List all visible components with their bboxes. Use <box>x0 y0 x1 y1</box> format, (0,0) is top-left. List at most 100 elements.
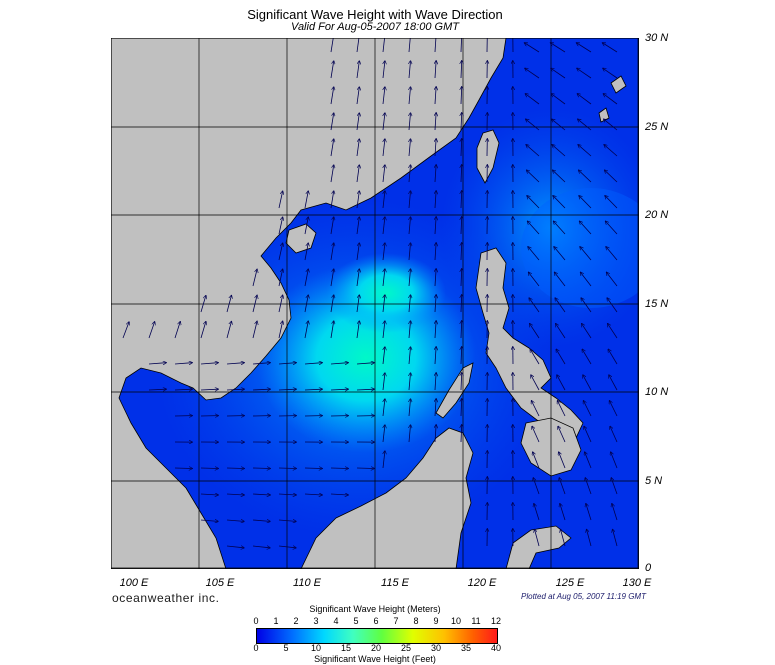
wave-arrow <box>605 170 618 183</box>
legend-tick-m-3: 3 <box>313 616 319 626</box>
wave-arrow <box>583 375 592 391</box>
wave-arrow <box>532 427 540 443</box>
wave-arrow <box>383 451 385 469</box>
wave-arrow <box>330 468 348 469</box>
high-wave-zone-north <box>326 253 446 333</box>
wave-arrow <box>356 139 359 157</box>
wave-arrow <box>532 401 540 417</box>
wave-arrow <box>577 68 592 79</box>
wave-arrow <box>383 269 385 287</box>
legend-tick-m-10: 10 <box>450 616 461 626</box>
wave-arrow <box>435 38 436 53</box>
wave-arrow <box>603 68 618 79</box>
lon-label-120e: 120 E <box>467 577 497 589</box>
wave-arrow <box>383 399 385 417</box>
wave-arrow <box>356 87 359 105</box>
legend-tick-f-10: 10 <box>310 643 321 653</box>
wave-arrow <box>356 363 374 364</box>
wave-arrow <box>558 427 566 443</box>
wave-arrow <box>200 322 206 339</box>
wave-arrow <box>559 478 566 495</box>
wave-arrow <box>435 61 436 79</box>
wave-arrow <box>304 269 308 287</box>
wave-arrow <box>383 165 385 183</box>
legend-title-feet: Significant Wave Height (Feet) <box>314 654 436 664</box>
legend-tick-m-1: 1 <box>273 616 279 626</box>
wave-arrow <box>252 546 270 548</box>
wave-arrow <box>330 243 334 261</box>
wave-arrow <box>435 87 436 105</box>
wave-arrow <box>435 243 436 261</box>
wave-arrow <box>226 468 244 469</box>
wave-arrow <box>200 468 218 469</box>
wave-arrow <box>530 349 540 365</box>
wave-arrow <box>526 145 540 157</box>
wave-arrow <box>356 243 359 261</box>
wave-arrow <box>148 322 155 339</box>
wave-arrow <box>603 43 618 53</box>
wave-arrow <box>278 546 296 548</box>
wave-arrow <box>278 295 283 313</box>
wave-arrow <box>383 295 385 313</box>
wave-arrow <box>304 321 308 339</box>
wave-arrow <box>608 324 618 339</box>
wave-arrow <box>461 269 462 287</box>
wave-arrow <box>555 298 566 313</box>
wave-arrow <box>610 401 618 417</box>
wave-arrow <box>582 324 592 339</box>
legend-tick-m-11: 11 <box>471 616 481 626</box>
wave-arrow <box>383 38 385 53</box>
legend-tick-m-5: 5 <box>353 616 359 626</box>
taiwan-island <box>476 129 500 184</box>
wave-arrow <box>174 322 180 339</box>
wave-arrow <box>252 270 257 287</box>
wave-arrow <box>527 196 540 209</box>
legend-tick-m-2: 2 <box>293 616 299 626</box>
wave-direction-arrows <box>122 38 618 548</box>
legend-tick-m-6: 6 <box>373 616 379 626</box>
wave-arrow <box>613 530 618 547</box>
lon-label-110e: 110 E <box>293 577 321 589</box>
legend-colorbar <box>256 628 498 644</box>
legend-tick-m-9: 9 <box>433 616 439 626</box>
wave-arrow <box>577 94 592 105</box>
lat-lon-grid <box>111 38 639 569</box>
wave-arrow <box>606 221 618 235</box>
legend-tick-f-20: 20 <box>370 643 381 653</box>
wave-arrow <box>278 389 296 390</box>
wave-arrow <box>585 452 592 469</box>
wave-arrow <box>356 389 374 390</box>
wave-arrow <box>606 247 618 261</box>
wave-arrow <box>304 363 322 364</box>
wave-arrow <box>435 347 436 365</box>
wave-arrow <box>525 94 540 105</box>
wave-arrow <box>409 347 411 365</box>
wave-arrow <box>356 468 374 469</box>
wave-arrow <box>356 165 359 183</box>
wave-arrow <box>461 191 462 209</box>
wave-arrow <box>356 295 359 313</box>
wave-arrow <box>461 87 462 105</box>
wave-arrow <box>525 43 540 53</box>
wave-arrow <box>200 363 218 364</box>
wave-arrow <box>252 468 270 469</box>
wave-arrow <box>304 217 308 235</box>
wave-arrow <box>278 191 283 209</box>
wave-arrow <box>461 165 462 183</box>
wave-arrow <box>278 321 283 339</box>
wave-arrow <box>611 478 618 495</box>
wave-arrow <box>612 504 618 521</box>
legend-tick-f-15: 15 <box>340 643 351 653</box>
legend-tick-f-35: 35 <box>460 643 471 653</box>
wave-arrow <box>383 139 385 157</box>
wave-arrow <box>553 196 566 209</box>
wave-arrow <box>528 247 540 261</box>
wave-arrow <box>534 504 540 521</box>
lat-label-20n: 20 N <box>645 209 669 221</box>
wave-arrow <box>535 530 540 547</box>
wave-arrow <box>226 520 244 521</box>
wave-arrow <box>304 295 308 313</box>
wave-arrow <box>435 191 436 209</box>
wave-arrow <box>330 295 334 313</box>
wave-arrow <box>330 321 334 339</box>
